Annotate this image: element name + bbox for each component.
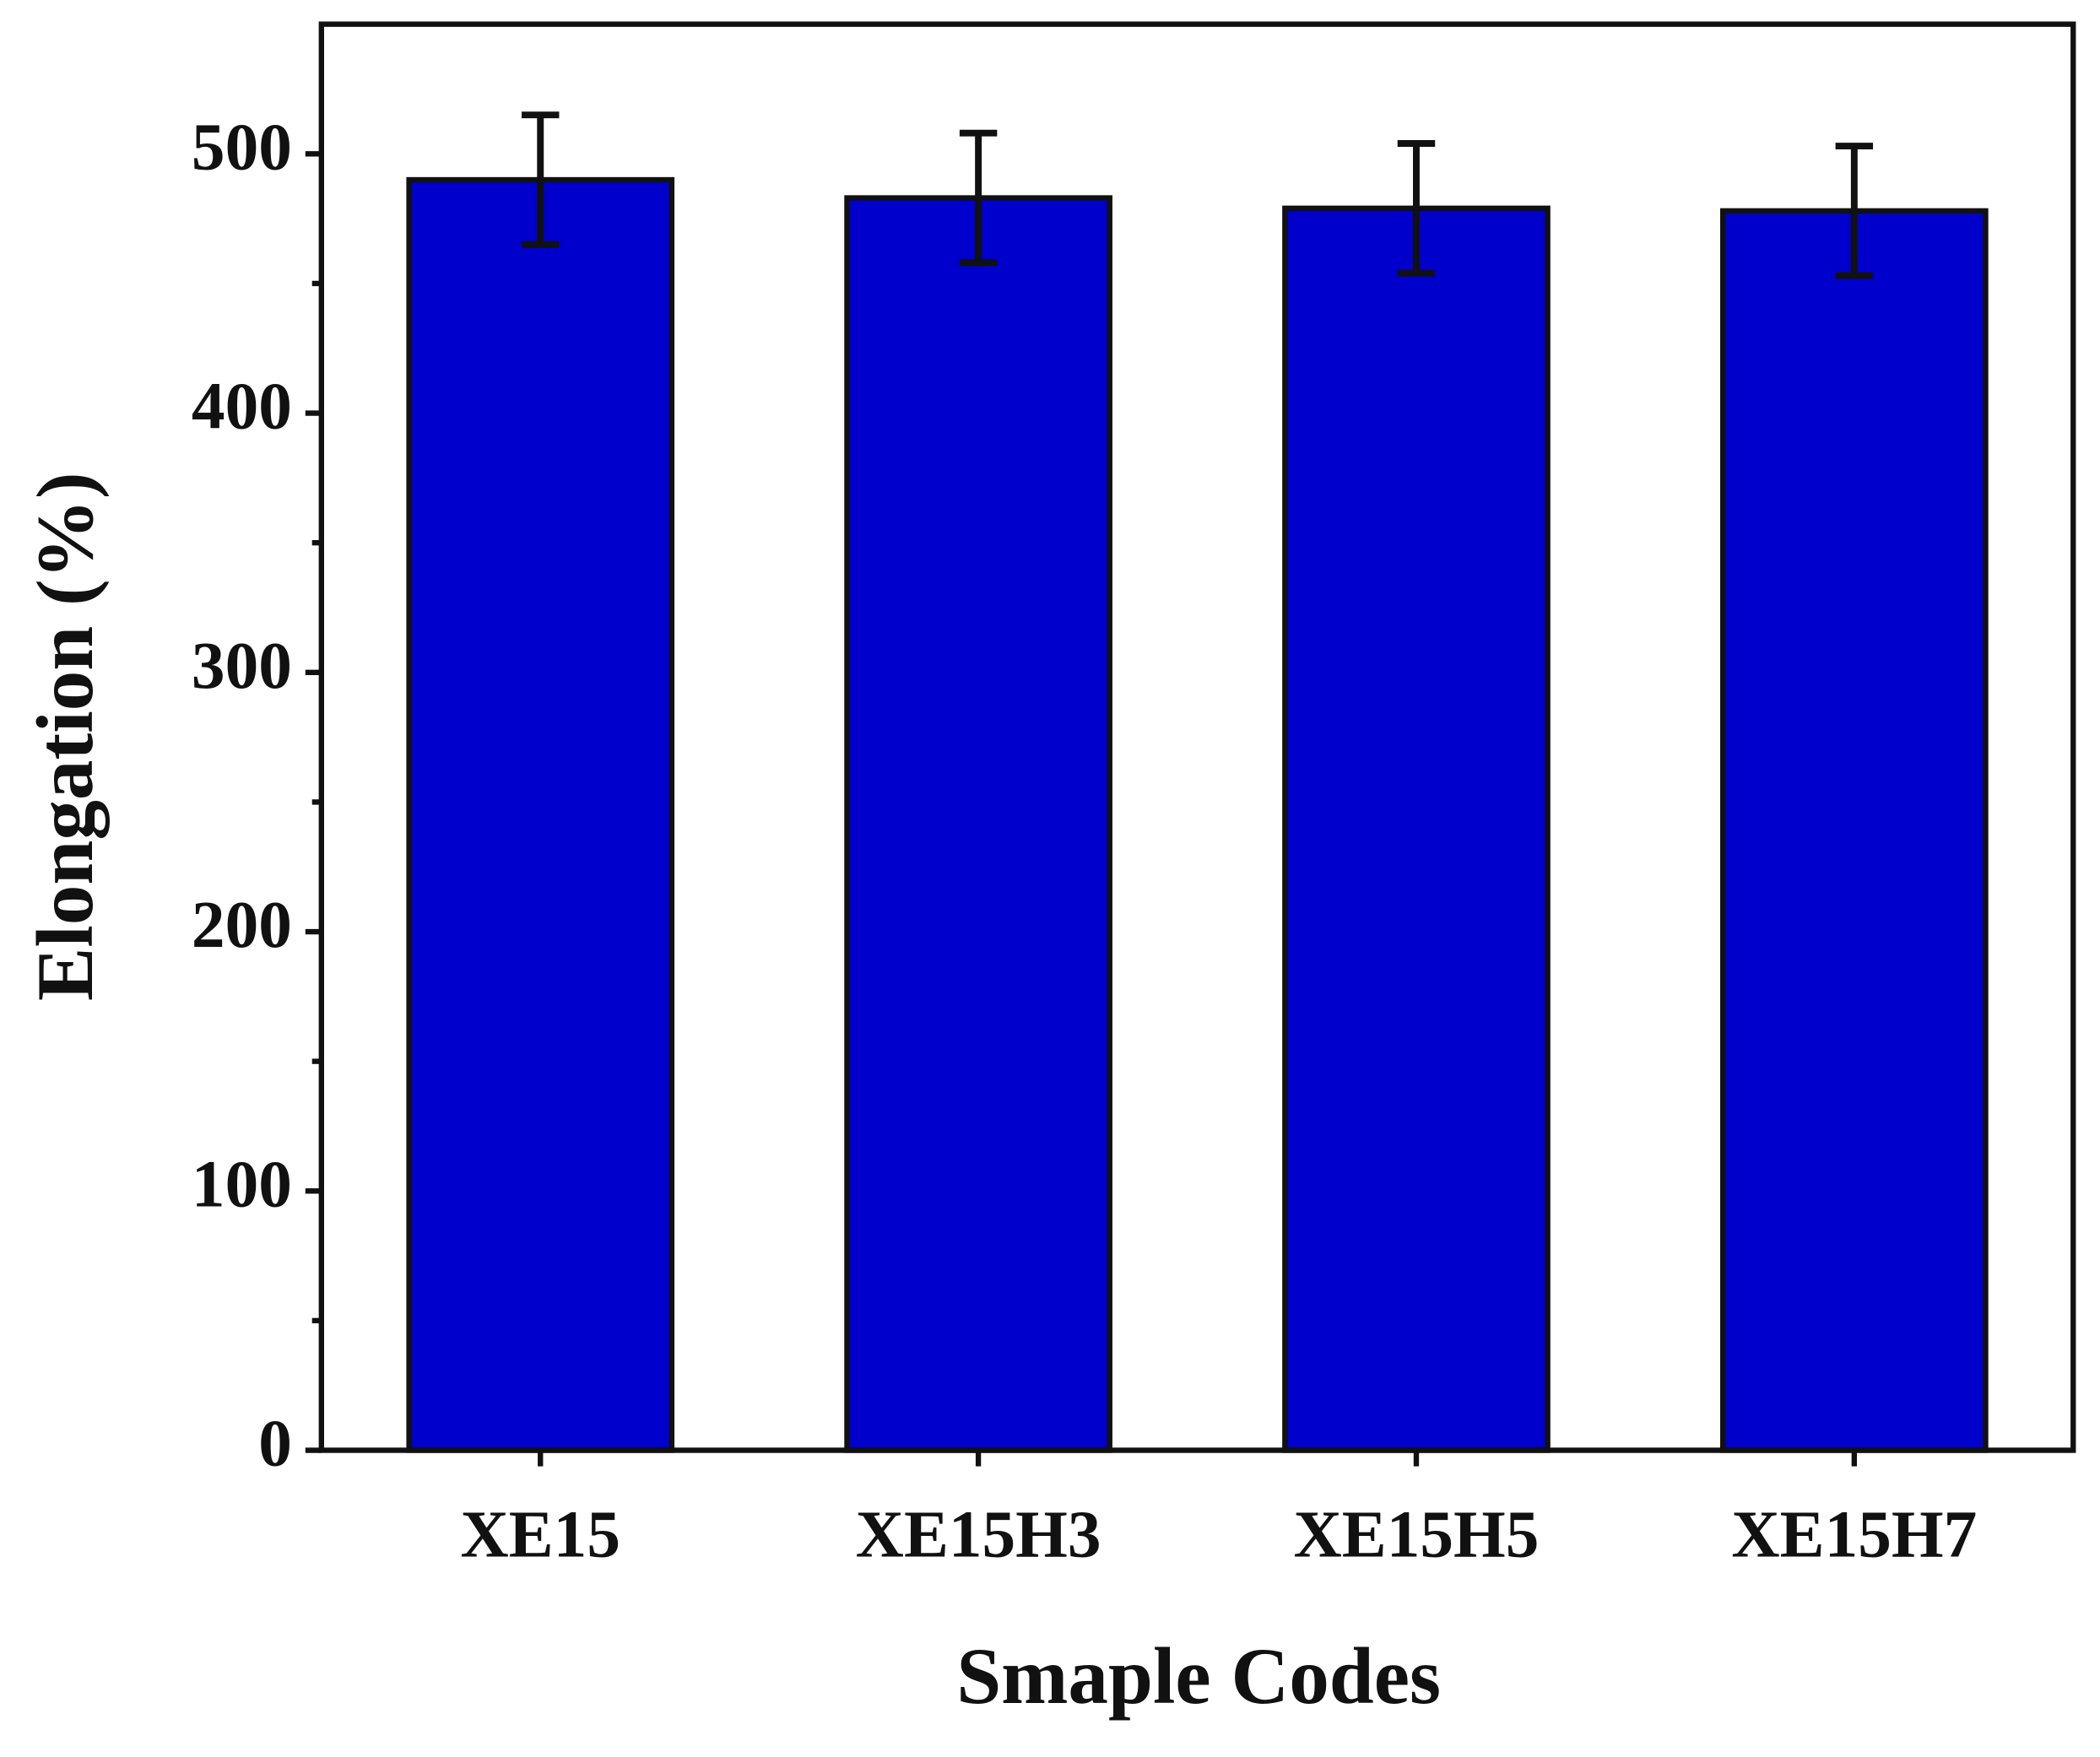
x-tick-label: XE15H5 [1294,1498,1540,1572]
x-tick-label: XE15 [460,1498,620,1572]
x-axis-title: Smaple Codes [956,1631,1441,1721]
plot-frame [318,21,2076,1453]
y-axis-title: Elongation (%) [20,472,110,1001]
y-tick-label: 0 [258,1407,292,1481]
y-tick-label: 400 [192,370,292,444]
y-tick-label: 500 [192,110,292,184]
bar [1282,205,1551,1453]
x-tick-label: XE15H7 [1731,1498,1977,1572]
bar [406,176,675,1453]
bar [1720,208,1989,1453]
y-tick-label: 100 [192,1147,292,1221]
y-tick-label: 200 [192,888,292,962]
y-tick-label: 300 [192,629,292,703]
x-tick-label: XE15H3 [856,1498,1101,1572]
bar [844,195,1112,1453]
